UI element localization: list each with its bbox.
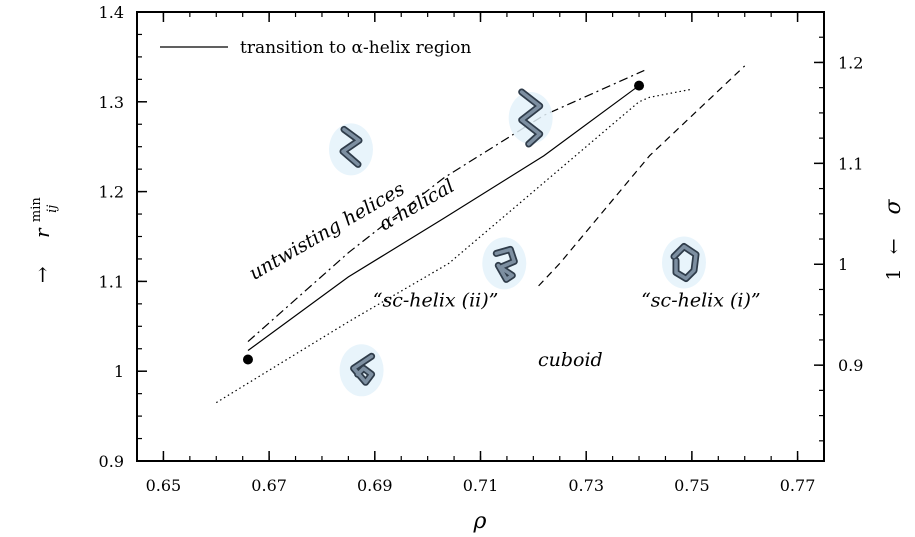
region-label: cuboid <box>538 349 603 371</box>
y-axis-title-base: r <box>30 227 54 238</box>
y-right-tick-label: 1 <box>838 255 848 274</box>
y-axis-title-sub: ij <box>45 205 60 213</box>
y-tick-label: 1.1 <box>99 272 124 291</box>
x-tick-label: 0.73 <box>568 476 604 495</box>
y-right-tick-label: 1.2 <box>838 53 863 72</box>
y-axis-title-sup: min <box>29 197 44 222</box>
alpha-helix-structure-icon <box>508 88 553 148</box>
y-tick-label: 1.3 <box>99 93 124 112</box>
svg-text:1 ← σ: 1 ← σ <box>881 198 906 280</box>
x-tick-label: 0.67 <box>251 476 287 495</box>
series-layer <box>215 65 746 404</box>
cuboid-structure-icon <box>339 344 384 397</box>
series-line-dashdot <box>247 69 645 343</box>
y-right-title-one: 1 <box>883 268 905 280</box>
x-tick-label: 0.65 <box>146 476 182 495</box>
plot-frame <box>136 11 825 462</box>
untwisting-helix-structure-icon <box>329 123 373 176</box>
y-right-title-arrow: ← <box>883 239 905 255</box>
y-tick-label: 1.4 <box>99 3 124 22</box>
series-line-dotted <box>215 88 693 404</box>
y-right-tick-label: 1.1 <box>838 154 863 173</box>
structure-icons-layer <box>329 88 706 397</box>
y-axis-title-right: 1 ← σ <box>881 198 906 280</box>
ticks-layer: 0.65 0.67 0.69 0.71 0.73 0.75 0.77 0.9 1 1.1 1.2 1.… <box>99 3 864 495</box>
y-axis-title-arrow: → <box>30 266 54 283</box>
y-axis-title-left: → r min ij <box>21 191 60 284</box>
endpoint-marker <box>242 354 253 365</box>
series-line-dashed <box>538 65 746 287</box>
y-right-tick-label: 0.9 <box>838 356 863 375</box>
series-line-solid <box>247 85 640 351</box>
region-label: “sc-helix (i)” <box>641 290 761 312</box>
endpoint-marker <box>634 80 645 91</box>
svg-text:→ r min ij: → r min ij <box>21 191 60 283</box>
y-tick-label: 1 <box>114 362 124 381</box>
x-axis-title: ρ <box>473 509 487 534</box>
y-right-title-sigma: σ <box>881 198 906 214</box>
x-tick-label: 0.75 <box>674 476 710 495</box>
x-tick-label: 0.69 <box>357 476 393 495</box>
legend: transition to α-helix region <box>160 38 471 58</box>
x-tick-label: 0.71 <box>463 476 499 495</box>
sc-helix-ii-structure-icon <box>482 237 527 290</box>
region-label: “sc-helix (ii)” <box>373 290 499 312</box>
sc-helix-i-structure-icon <box>662 236 706 289</box>
legend-label: transition to α-helix region <box>240 38 471 58</box>
y-tick-label: 0.9 <box>99 452 124 471</box>
y-tick-label: 1.2 <box>99 183 124 202</box>
x-tick-label: 0.77 <box>780 476 816 495</box>
